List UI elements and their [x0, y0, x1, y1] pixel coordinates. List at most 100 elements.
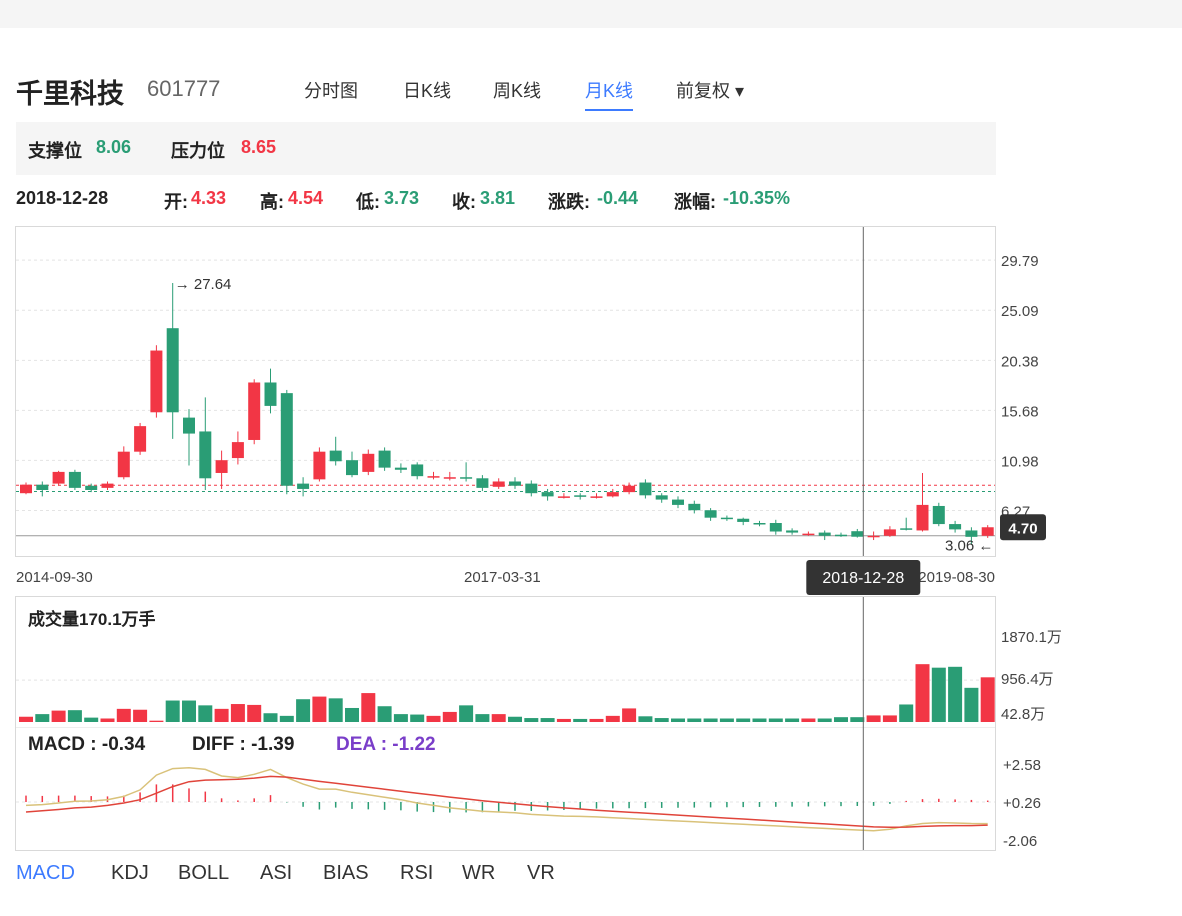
volume-bar — [247, 704, 262, 722]
open-label: 开: — [164, 192, 188, 212]
resistance-label: 压力位 — [171, 141, 225, 161]
x-tick-label: 2014-09-30 — [16, 569, 93, 586]
volume-bar — [475, 714, 490, 722]
candle-body — [411, 464, 424, 477]
ind-tab-asi[interactable]: ASI — [260, 862, 293, 884]
macd-label: MACD : -0.34 — [28, 734, 146, 755]
volume-tick-label: 1870.1万 — [1001, 629, 1062, 646]
max-price-label: → 27.64 — [175, 276, 232, 293]
volume-bar — [328, 698, 343, 722]
tab-intraday[interactable]: 分时图 — [304, 81, 358, 101]
candle-body — [981, 527, 994, 536]
change-value: -0.44 — [597, 188, 639, 208]
high-label: 高: — [260, 192, 284, 212]
ind-tab-rsi[interactable]: RSI — [400, 862, 434, 884]
candle-body — [362, 453, 375, 472]
volume-bar — [882, 715, 897, 722]
volume-bar — [850, 717, 865, 722]
volume-bar — [508, 716, 522, 722]
candle-body — [280, 393, 293, 486]
candle-body — [541, 492, 554, 497]
candle-body — [199, 431, 212, 479]
ind-tab-wr[interactable]: WR — [462, 862, 496, 884]
price-tick-label: 15.68 — [1001, 403, 1039, 420]
indicator-panel-frame — [15, 596, 996, 851]
volume-bar — [35, 714, 50, 722]
candle-body — [297, 483, 310, 489]
pct-label: 涨幅: — [674, 192, 716, 212]
volume-bar — [198, 705, 213, 722]
tab-weekly-k[interactable]: 周K线 — [493, 81, 542, 101]
candle-body — [655, 495, 668, 500]
candle-body — [639, 482, 652, 496]
volume-bar — [703, 718, 718, 722]
price-tick-label: 29.79 — [1001, 253, 1039, 270]
open-value: 4.33 — [191, 188, 227, 208]
change-label: 涨跌: — [548, 192, 590, 212]
volume-bar — [736, 718, 751, 722]
candle-body — [688, 503, 701, 511]
volume-bar — [605, 715, 620, 722]
price-tick-label: 10.98 — [1001, 453, 1039, 470]
ind-tab-vr[interactable]: VR — [527, 862, 555, 884]
stock-header: 千里科技 601777 分时图 日K线 周K线 月K线 前复权 ▾ — [16, 70, 996, 111]
candle-body — [949, 524, 962, 530]
volume-bar — [948, 666, 963, 722]
candle-body — [52, 471, 65, 484]
volume-bar — [866, 715, 881, 722]
candle-body — [20, 484, 32, 494]
candle-body — [117, 451, 130, 478]
candle-body — [672, 499, 684, 505]
close-label: 收: — [452, 192, 476, 212]
resistance-value: 8.65 — [241, 137, 277, 157]
price-tick-label: 20.38 — [1001, 353, 1039, 370]
stock-name: 千里科技 — [16, 79, 124, 109]
volume-bar — [84, 717, 99, 722]
tab-monthly-k[interactable]: 月K线 — [585, 77, 634, 111]
ind-tab-kdj[interactable]: KDJ — [111, 862, 149, 884]
volume-tick-label: 956.4万 — [1001, 671, 1054, 688]
candle-body — [818, 532, 831, 536]
dea-line — [25, 775, 988, 828]
candle-body — [460, 477, 473, 479]
stock-code: 601777 — [147, 76, 221, 101]
volume-bar — [817, 718, 832, 722]
volume-bar — [931, 667, 946, 722]
candle-body — [557, 496, 570, 498]
candle-body — [427, 476, 440, 478]
support-label: 支撑位 — [28, 141, 82, 161]
last-price-value: 4.70 — [1008, 520, 1037, 537]
volume-bar — [964, 687, 979, 722]
candle-body — [329, 450, 342, 462]
candle-body — [720, 517, 733, 520]
volume-bar — [834, 717, 848, 722]
volume-tick-label: 42.8万 — [1001, 706, 1045, 723]
support-resistance-bar: 支撑位 8.06 压力位 8.65 — [16, 122, 996, 175]
ind-tab-macd[interactable]: MACD — [16, 862, 75, 884]
volume-bar — [116, 708, 131, 722]
candle-body — [183, 417, 195, 434]
candle-body — [704, 510, 717, 518]
tab-daily-k[interactable]: 日K线 — [403, 81, 452, 101]
volume-bar — [149, 720, 164, 722]
volume-bar — [980, 677, 995, 722]
volume-bar — [133, 709, 148, 722]
tab-adjust-dropdown[interactable]: 前复权 ▾ — [676, 81, 745, 101]
low-label: 低: — [356, 192, 380, 212]
candle-body — [590, 496, 603, 498]
ind-tab-bias[interactable]: BIAS — [323, 862, 369, 884]
volume-bar — [279, 715, 294, 722]
candle-body — [476, 478, 489, 488]
volume-bar — [100, 718, 115, 722]
pct-value: -10.35% — [723, 188, 791, 208]
volume-bar — [622, 708, 637, 722]
volume-bar — [214, 708, 229, 722]
ind-tab-boll[interactable]: BOLL — [178, 862, 230, 884]
candle-body — [215, 460, 228, 473]
volume-bar — [377, 706, 392, 722]
candle-body — [851, 531, 864, 537]
volume-bar — [899, 704, 914, 722]
volume-bar — [768, 718, 783, 722]
candle-body — [574, 495, 587, 497]
